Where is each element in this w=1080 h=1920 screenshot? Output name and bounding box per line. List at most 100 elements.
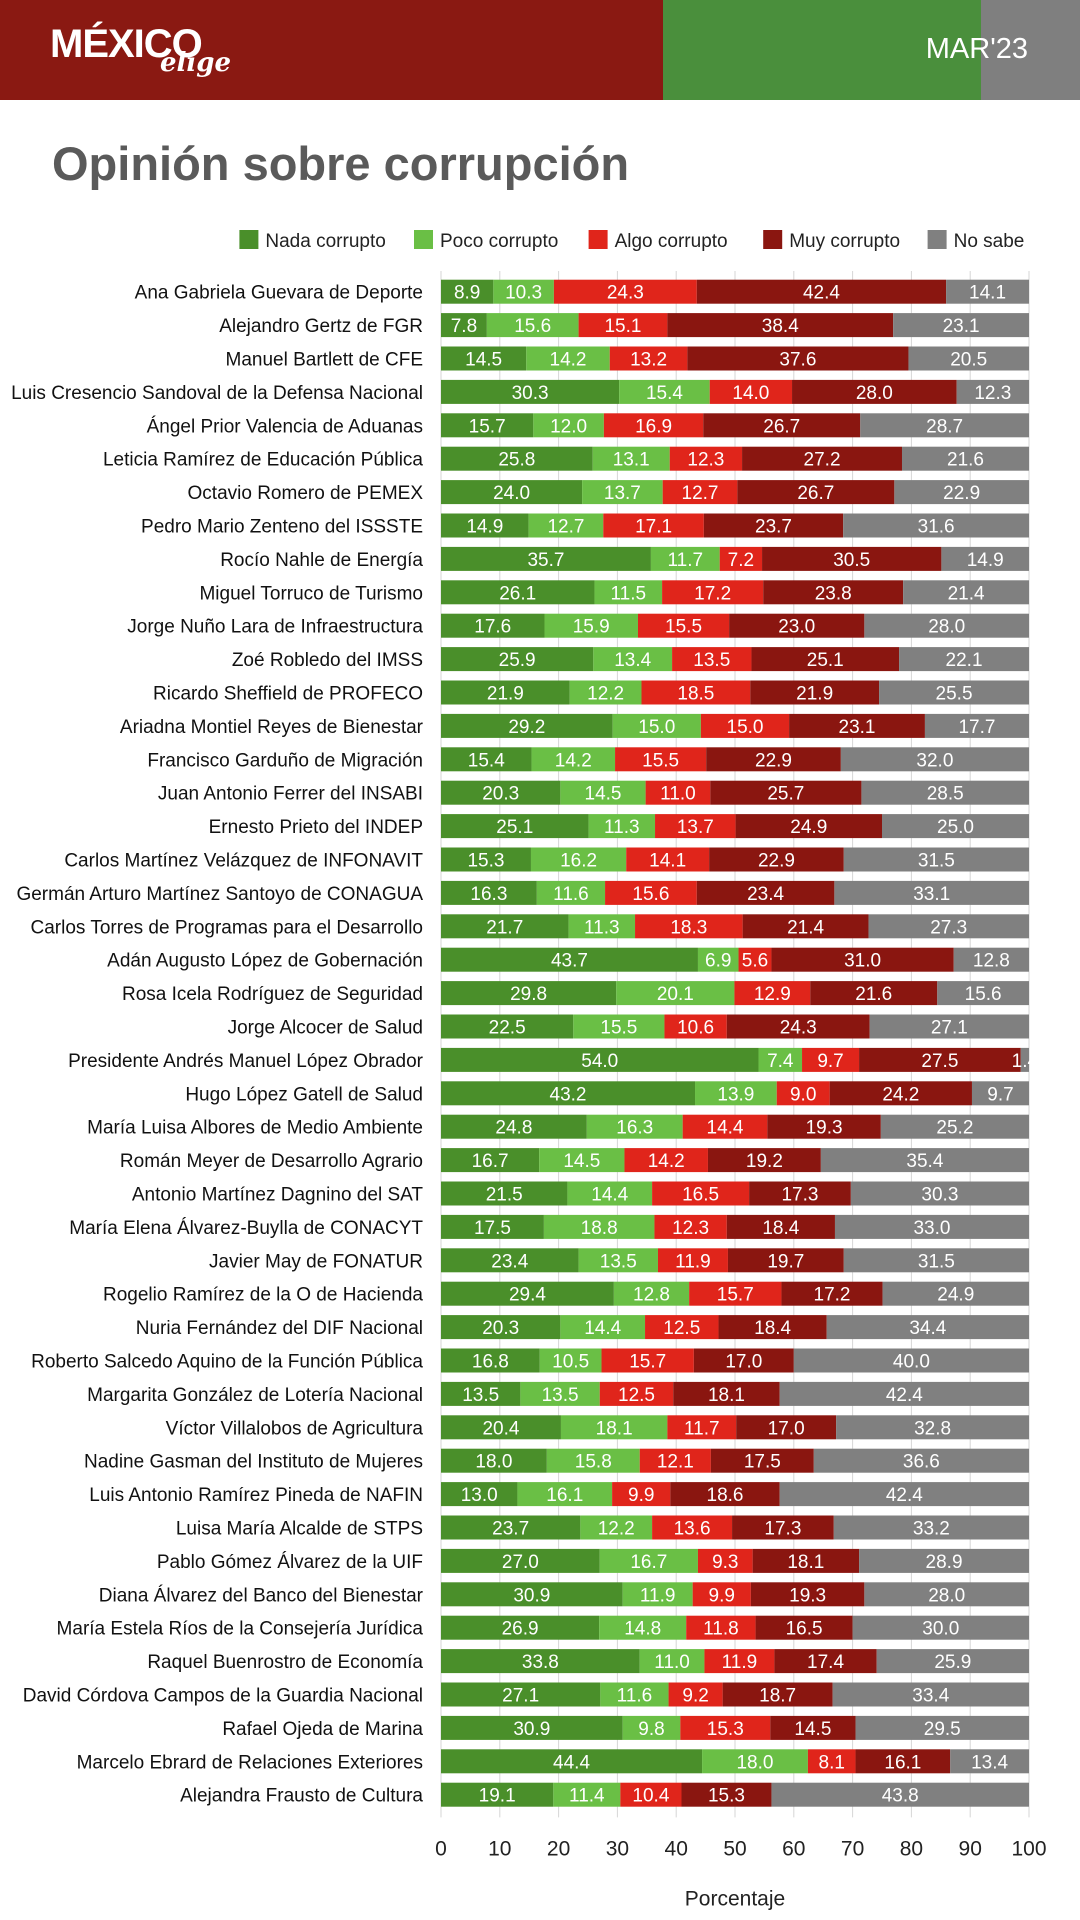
banner-green-block <box>663 0 981 100</box>
bar-value-label: 11.6 <box>617 1686 653 1707</box>
legend-swatch <box>239 230 259 249</box>
bar-value-label: 23.0 <box>778 617 815 638</box>
bar-segment <box>441 1582 623 1607</box>
bar-value-label: 14.8 <box>624 1619 661 1640</box>
bar-segment <box>697 1548 753 1573</box>
bar-segment <box>441 847 531 872</box>
bar-value-label: 11.3 <box>584 917 620 938</box>
category-label: Roberto Salcedo Aquino de la Función Púb… <box>31 1352 423 1373</box>
bar-segment <box>709 379 793 404</box>
category-label: Pedro Mario Zenteno del ISSSTE <box>141 517 423 538</box>
bar-value-label: 18.7 <box>759 1686 796 1707</box>
bar-value-label: 12.3 <box>672 1218 709 1239</box>
bar-value-label: 17.5 <box>474 1218 511 1239</box>
bar-segment <box>624 1148 708 1173</box>
category-label: Ricardo Sheffield de PROFECO <box>153 684 423 705</box>
bar-segment <box>546 1448 640 1473</box>
x-tick-label: 40 <box>665 1837 688 1860</box>
bar-segment <box>749 1181 851 1206</box>
bar-segment <box>635 914 743 939</box>
bar-value-label: 15.4 <box>468 750 505 771</box>
bar-segment <box>781 1281 883 1306</box>
bar-segment <box>560 1315 646 1340</box>
category-label: David Córdova Campos de la Guardia Nacio… <box>23 1686 423 1707</box>
bar-segment <box>880 1114 1029 1139</box>
bar-value-label: 11.8 <box>703 1619 739 1640</box>
bar-value-label: 5.6 <box>742 951 768 972</box>
bar-value-label: 25.1 <box>496 817 533 838</box>
bar-segment <box>680 1715 771 1740</box>
bar-value-label: 16.5 <box>682 1185 719 1206</box>
bar-value-label: 15.5 <box>600 1018 637 1039</box>
bar-segment <box>908 346 1029 371</box>
bar-segment <box>645 1315 719 1340</box>
bar-segment <box>441 1615 600 1640</box>
bar-value-label: 33.2 <box>913 1519 950 1540</box>
bar-segment <box>441 1047 759 1072</box>
bar-segment <box>652 1181 750 1206</box>
bar-segment <box>441 1281 614 1306</box>
bar-value-label: 27.2 <box>804 450 841 471</box>
bar-value-label: 16.1 <box>884 1752 921 1773</box>
chart-title: Opinión sobre corrupción <box>52 137 630 190</box>
bar-segment <box>544 613 638 638</box>
bar-value-label: 44.4 <box>553 1752 590 1773</box>
bar-segment <box>441 1248 579 1273</box>
bar-value-label: 17.0 <box>768 1418 805 1439</box>
x-tick-label: 100 <box>1011 1837 1046 1860</box>
legend-label: Nada corrupto <box>265 231 385 252</box>
category-label: Nadine Gasman del Instituto de Mujeres <box>84 1452 423 1473</box>
bar-segment <box>779 1381 1029 1406</box>
bar-value-label: 14.1 <box>969 283 1006 304</box>
legend-swatch <box>763 230 783 249</box>
bar-segment <box>820 1148 1029 1173</box>
bar-value-label: 22.9 <box>755 750 792 771</box>
bar-segment <box>726 1014 870 1039</box>
bar-segment <box>703 513 844 538</box>
bar-segment <box>855 1715 1029 1740</box>
bar-value-label: 33.4 <box>912 1686 949 1707</box>
bar-segment <box>603 513 704 538</box>
category-label: Jorge Alcocer de Salud <box>228 1018 423 1039</box>
category-label: Adán Augusto López de Gobernación <box>107 951 423 972</box>
bar-value-label: 12.2 <box>587 684 624 705</box>
bar-value-label: 15.4 <box>646 383 683 404</box>
bar-segment <box>493 279 554 304</box>
bar-segment <box>441 1081 696 1106</box>
bar-segment <box>742 446 902 471</box>
bar-segment <box>441 513 529 538</box>
bar-segment <box>626 847 710 872</box>
bar-segment <box>620 1782 682 1807</box>
bar-segment <box>710 1448 814 1473</box>
bar-segment <box>750 1582 865 1607</box>
bar-value-label: 31.5 <box>918 1251 955 1272</box>
bar-value-label: 15.8 <box>575 1452 612 1473</box>
bar-value-label: 24.2 <box>882 1084 919 1105</box>
bar-value-label: 15.7 <box>629 1352 666 1373</box>
bar-value-label: 21.4 <box>948 583 985 604</box>
bar-segment <box>533 413 604 438</box>
bar-value-label: 24.0 <box>493 483 530 504</box>
bar-value-label: 22.9 <box>758 851 795 872</box>
bar-segment <box>609 346 688 371</box>
bar-value-label: 6.9 <box>705 951 731 972</box>
bar-value-label: 16.3 <box>470 884 507 905</box>
bar-value-label: 25.7 <box>767 784 804 805</box>
bar-value-label: 26.7 <box>763 416 800 437</box>
legend-label: Muy corrupto <box>789 231 900 252</box>
bar-segment <box>441 1749 703 1774</box>
bar-segment <box>882 814 1029 839</box>
bar-value-label: 18.0 <box>475 1452 512 1473</box>
x-tick-label: 10 <box>488 1837 511 1860</box>
x-tick-label: 30 <box>606 1837 629 1860</box>
bar-segment <box>654 1214 727 1239</box>
bar-segment <box>441 1548 600 1573</box>
bar-segment <box>860 413 1029 438</box>
bar-segment <box>530 847 627 872</box>
bar-segment <box>779 1482 1029 1507</box>
bar-value-label: 12.7 <box>547 517 584 538</box>
bar-value-label: 15.3 <box>708 1786 745 1807</box>
bar-value-label: 20.4 <box>482 1418 519 1439</box>
bar-value-label: 24.8 <box>495 1118 532 1139</box>
